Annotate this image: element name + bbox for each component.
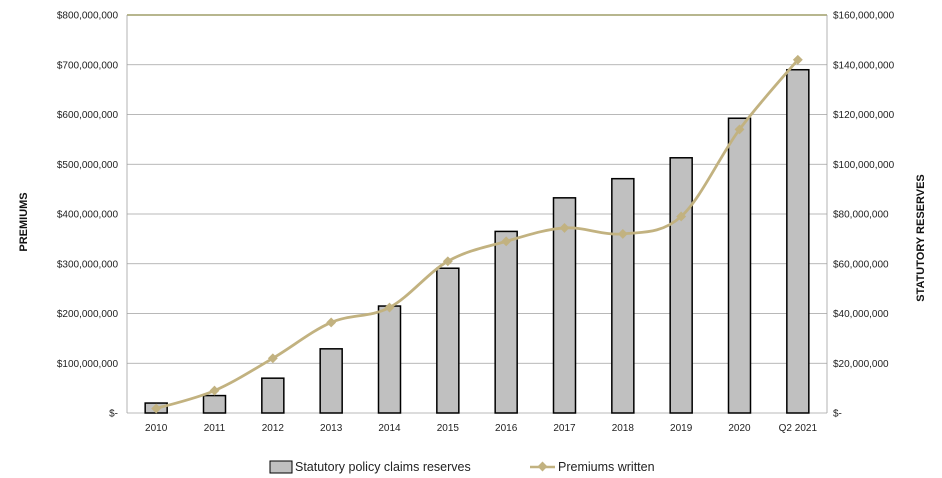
x-tick-label: 2011: [204, 423, 226, 434]
x-tick-label: 2013: [320, 423, 343, 434]
line-marker: [501, 236, 512, 247]
line-marker: [384, 302, 395, 313]
x-axis-ticks: 2010 2011 2012 2013 2014 2015 2016 2017 2018 2019…: [145, 423, 817, 434]
left-axis-ticks: $- $100,000,000 $200,000,000 $300,000,000 $4…: [57, 11, 119, 420]
x-tick-label: 2010: [145, 423, 168, 434]
x-tick-label: 2020: [728, 423, 751, 434]
bar: [436, 267, 460, 414]
line-marker: [209, 385, 220, 396]
left-tick-label: $500,000,000: [57, 160, 119, 171]
left-tick-label: $100,000,000: [57, 359, 119, 370]
bar: [494, 230, 518, 414]
bar: [669, 157, 693, 414]
line-marker: [617, 228, 628, 239]
right-tick-label: $40,000,000: [833, 309, 889, 320]
legend-swatch-marker: [537, 461, 548, 472]
right-tick-label: $-: [833, 409, 842, 420]
x-tick-label: 2018: [612, 423, 635, 434]
left-tick-label: $-: [109, 409, 118, 420]
left-tick-label: $300,000,000: [57, 259, 119, 270]
bar: [202, 394, 227, 414]
line-marker: [559, 222, 570, 233]
left-tick-label: $200,000,000: [57, 309, 119, 320]
x-tick-label: Q2 2021: [779, 423, 818, 434]
legend-label-line: Premiums written: [558, 460, 655, 474]
right-tick-label: $140,000,000: [833, 60, 895, 71]
x-tick-label: 2017: [553, 423, 576, 434]
right-tick-label: $100,000,000: [833, 160, 895, 171]
bar: [786, 68, 810, 414]
left-tick-label: $400,000,000: [57, 210, 119, 221]
x-tick-label: 2012: [262, 423, 285, 434]
line-marker: [267, 353, 278, 364]
legend: Statutory policy claims reserves Premium…: [269, 460, 655, 474]
line-marker: [734, 124, 745, 135]
right-tick-label: $160,000,000: [833, 11, 895, 22]
bar: [261, 377, 285, 414]
right-tick-label: $60,000,000: [833, 259, 889, 270]
x-tick-label: 2014: [378, 423, 401, 434]
left-axis-title: PREMIUMS: [18, 192, 30, 251]
line-marker: [676, 211, 687, 222]
line-marker: [792, 54, 803, 65]
x-tick-label: 2015: [437, 423, 460, 434]
line-marker: [442, 256, 453, 267]
right-axis-title: STATUTORY RESERVES: [915, 174, 927, 302]
bar: [319, 348, 343, 414]
left-tick-label: $600,000,000: [57, 110, 119, 121]
premiums-line: [155, 58, 799, 410]
bar: [727, 117, 752, 414]
bar-series: [144, 68, 810, 414]
right-tick-label: $80,000,000: [833, 210, 889, 221]
bar: [611, 177, 635, 414]
x-tick-label: 2016: [495, 423, 518, 434]
left-tick-label: $800,000,000: [57, 11, 119, 22]
bar: [552, 197, 577, 414]
left-tick-label: $700,000,000: [57, 60, 119, 71]
right-tick-label: $120,000,000: [833, 110, 895, 121]
legend-swatch-bar: [269, 460, 293, 474]
line-marker: [326, 317, 337, 328]
legend-label-bar: Statutory policy claims reserves: [295, 460, 471, 474]
line-series: [151, 54, 803, 414]
right-tick-label: $20,000,000: [833, 359, 889, 370]
bar: [377, 305, 402, 414]
x-tick-label: 2019: [670, 423, 693, 434]
line-marker: [151, 403, 162, 414]
right-axis-ticks: $- $20,000,000 $40,000,000 $60,000,000 $80,0…: [833, 11, 895, 420]
gridlines: [126, 14, 828, 414]
